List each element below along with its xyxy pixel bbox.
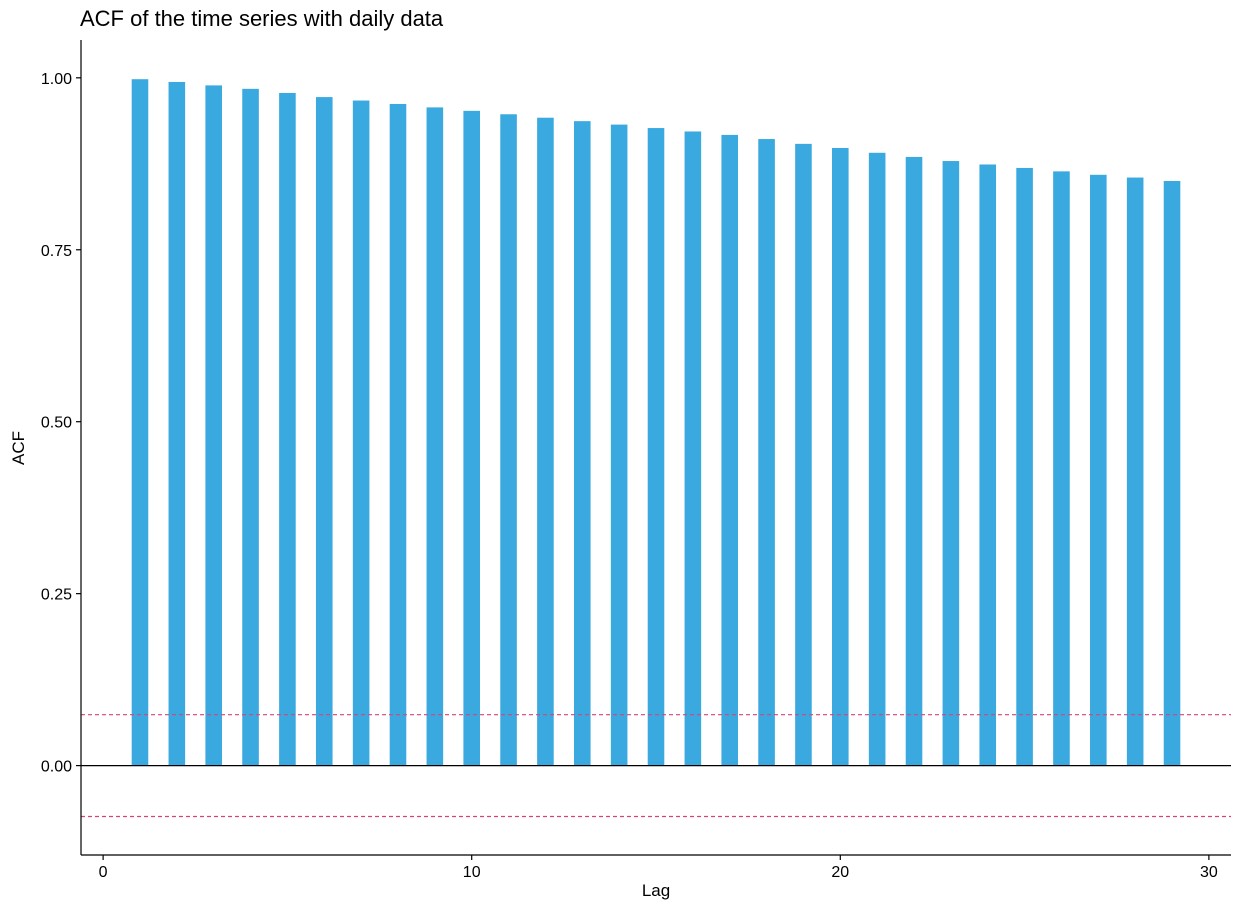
acf-bar-lag-25 (1016, 167, 1033, 766)
x-tick-label: 30 (1200, 864, 1218, 881)
x-tick-label: 0 (99, 864, 108, 881)
acf-bar-lag-1 (131, 79, 149, 766)
acf-bar-lag-6 (315, 97, 333, 766)
y-tick-label: 0.50 (41, 415, 72, 432)
acf-bar-lag-27 (1090, 174, 1107, 766)
acf-bar-lag-11 (500, 114, 517, 766)
acf-bar-lag-16 (684, 131, 702, 766)
x-axis-title: Lag (642, 881, 670, 900)
acf-bar-lag-9 (426, 107, 444, 766)
x-tick-label: 20 (831, 864, 849, 881)
acf-bar-lag-10 (463, 110, 480, 766)
acf-bar-lag-7 (352, 100, 370, 766)
acf-bar-lag-20 (832, 147, 849, 766)
y-axis-ticks: 0.00 0.25 0.50 0.75 1.00 (41, 71, 81, 776)
acf-bar-lag-17 (721, 134, 739, 766)
y-tick-label: 1.00 (41, 71, 72, 88)
y-tick-label: 0.00 (41, 759, 72, 776)
acf-bar-lag-22 (905, 156, 923, 766)
acf-bar-lag-13 (573, 121, 591, 766)
x-axis-ticks: 0 10 20 30 (99, 855, 1218, 881)
acf-bar-lag-19 (795, 143, 812, 766)
y-axis-title: ACF (9, 431, 28, 465)
acf-bar-lag-15 (647, 128, 665, 766)
acf-bar-lag-21 (868, 152, 886, 766)
acf-bar-lag-3 (205, 85, 222, 766)
acf-bar-lag-14 (610, 124, 628, 766)
acf-bar-lag-18 (758, 139, 775, 766)
chart-title: ACF of the time series with daily data (80, 6, 444, 31)
acf-bar-lag-4 (242, 88, 259, 766)
acf-bar-lag-5 (279, 92, 296, 766)
acf-bar-lag-23 (942, 161, 960, 766)
acf-bar-lag-29 (1163, 180, 1181, 766)
acf-bar-lag-12 (537, 117, 554, 766)
acf-bar-lag-2 (168, 81, 186, 766)
acf-bar-lag-28 (1126, 177, 1144, 766)
x-tick-label: 10 (463, 864, 481, 881)
y-tick-label: 0.25 (41, 587, 72, 604)
plot-area (81, 79, 1231, 818)
acf-bar-lag-24 (979, 164, 997, 766)
acf-bar-lag-8 (389, 103, 407, 766)
y-tick-label: 0.75 (41, 243, 72, 260)
acf-bar-lag-26 (1053, 171, 1070, 766)
